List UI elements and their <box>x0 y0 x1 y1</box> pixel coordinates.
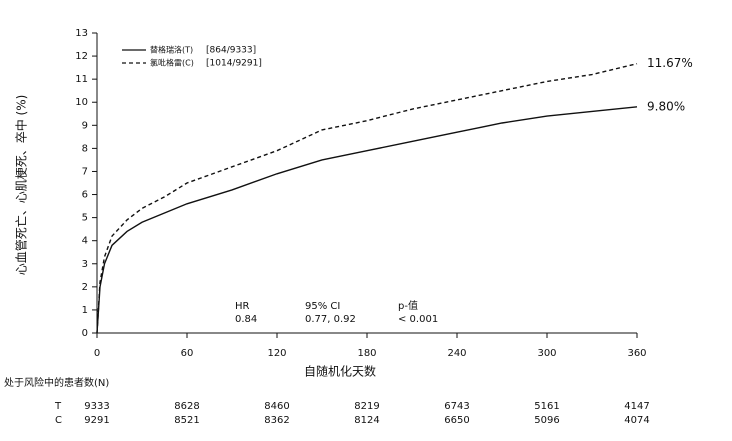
risk-count: 8219 <box>354 401 379 412</box>
risk-count: 6650 <box>444 415 469 426</box>
risk-row-label: T <box>54 401 62 412</box>
x-axis-label: 自随机化天数 <box>304 364 376 379</box>
risk-count: 8521 <box>174 415 199 426</box>
risk-count: 8362 <box>264 415 289 426</box>
legend-label: 替格瑞洛(T) <box>150 45 193 55</box>
risk-count: 8628 <box>174 401 199 412</box>
stat-value: 0.84 <box>235 314 257 325</box>
risk-count: 9291 <box>84 415 109 426</box>
x-tick-label: 0 <box>94 348 100 359</box>
risk-count: 8124 <box>354 415 379 426</box>
risk-count: 5161 <box>534 401 559 412</box>
risk-count: 8460 <box>264 401 289 412</box>
risk-count: 5096 <box>534 415 559 426</box>
end-label: 9.80% <box>647 99 685 113</box>
y-tick-label: 12 <box>75 51 88 62</box>
risk-count: 6743 <box>444 401 469 412</box>
y-tick-label: 11 <box>75 74 88 85</box>
series-line <box>96 106 638 334</box>
stat-header: HR <box>235 301 250 312</box>
legend-note: [864/9333] <box>206 46 256 56</box>
stat-header: p-值 <box>398 299 418 312</box>
legend-label: 氯吡格雷(C) <box>150 58 194 68</box>
y-tick-label: 8 <box>82 143 88 154</box>
risk-row-label: C <box>55 415 62 426</box>
x-tick-label: 180 <box>357 348 376 359</box>
series-line <box>96 63 638 334</box>
y-tick-label: 5 <box>82 213 88 224</box>
y-tick-label: 9 <box>82 120 88 131</box>
y-tick-label: 10 <box>75 97 88 108</box>
risk-table-title: 处于风险中的患者数(N) <box>4 376 109 389</box>
y-tick-label: 2 <box>82 282 88 293</box>
end-label: 11.67% <box>647 56 693 70</box>
y-tick-label: 1 <box>82 305 88 316</box>
x-tick-label: 120 <box>267 348 286 359</box>
stat-value: 0.77, 0.92 <box>305 314 356 325</box>
x-tick-label: 300 <box>537 348 556 359</box>
stat-value: < 0.001 <box>398 314 438 325</box>
stat-header: 95% CI <box>305 301 340 312</box>
y-axis-label: 心血管死亡、心肌梗死、卒中 (%) <box>14 95 29 276</box>
risk-count: 4147 <box>624 401 649 412</box>
risk-count: 9333 <box>84 401 109 412</box>
y-tick-label: 7 <box>82 166 88 177</box>
y-tick-label: 6 <box>82 190 88 201</box>
x-tick-label: 240 <box>447 348 466 359</box>
y-tick-label: 3 <box>82 259 88 270</box>
legend-note: [1014/9291] <box>206 59 262 69</box>
risk-count: 4074 <box>624 415 649 426</box>
y-tick-label: 13 <box>75 28 88 39</box>
x-tick-label: 360 <box>627 348 646 359</box>
x-tick-label: 60 <box>181 348 194 359</box>
y-tick-label: 0 <box>82 328 88 339</box>
y-tick-label: 4 <box>82 236 88 247</box>
